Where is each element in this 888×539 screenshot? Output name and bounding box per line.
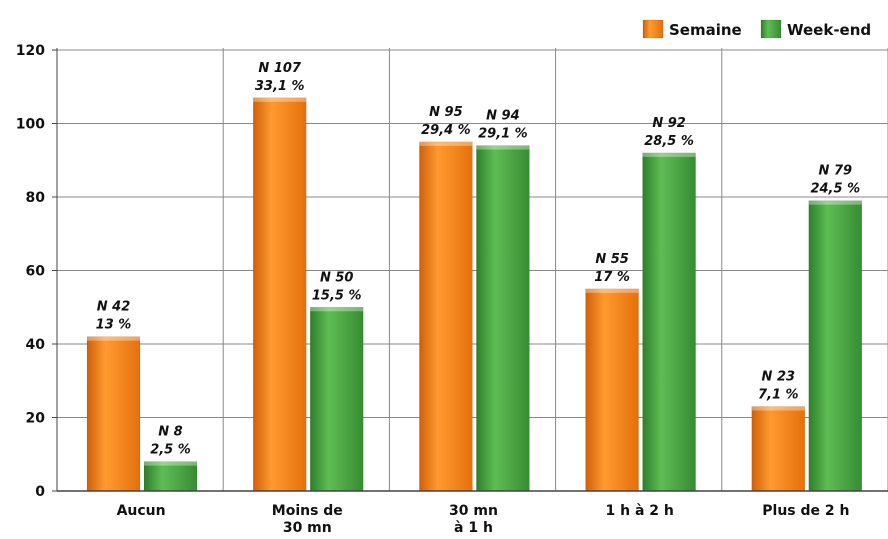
data-label-n: N 79 xyxy=(819,164,853,179)
data-label-pct: 28,5 % xyxy=(644,134,694,149)
y-tick-label: 40 xyxy=(26,337,46,353)
bar-week-end xyxy=(309,307,364,492)
data-label-pct: 29,1 % xyxy=(478,127,528,142)
y-tick-label: 0 xyxy=(35,484,45,500)
x-category-label: Plus de 2 h xyxy=(762,503,849,519)
data-label-n: N 92 xyxy=(652,116,686,131)
legend-label: Semaine xyxy=(669,21,742,39)
x-category-label: 1 h à 2 h xyxy=(606,503,674,519)
bar-highlight xyxy=(585,288,639,293)
x-category-label: Aucun xyxy=(117,503,166,519)
bar-week-end xyxy=(143,461,198,492)
data-label-n: N 50 xyxy=(320,270,354,285)
y-tick-label: 20 xyxy=(26,411,46,427)
data-label-n: N 95 xyxy=(429,105,463,120)
y-tick-label: 80 xyxy=(26,190,46,206)
y-tick-label: 60 xyxy=(26,264,46,280)
data-label-pct: 15,5 % xyxy=(312,288,362,303)
x-category-label: Moins de xyxy=(272,503,343,519)
bar-highlight xyxy=(642,152,696,157)
legend-swatch xyxy=(760,19,782,39)
legend: Semaine Week-end xyxy=(642,19,871,39)
data-label-n: N 94 xyxy=(486,109,520,124)
data-label-n: N 55 xyxy=(595,252,629,267)
data-label-n: N 23 xyxy=(762,369,796,384)
x-category-label: 30 mn xyxy=(283,520,332,535)
bar-week-end xyxy=(808,200,863,492)
y-tick-label: 100 xyxy=(16,117,45,133)
data-label-pct: 33,1 % xyxy=(255,79,305,94)
data-label-pct: 13 % xyxy=(96,318,132,333)
y-tick-label: 120 xyxy=(16,43,45,59)
x-category-label: à 1 h xyxy=(454,520,493,535)
bar-week-end xyxy=(476,145,530,492)
data-label-pct: 24,5 % xyxy=(810,182,860,197)
bar-highlight xyxy=(310,307,364,312)
bar-week-end xyxy=(642,152,696,492)
bar-highlight xyxy=(253,97,307,102)
bar-semaine xyxy=(751,406,806,492)
data-label-pct: 2,5 % xyxy=(150,443,191,458)
bar-semaine xyxy=(585,288,639,492)
data-label-pct: 17 % xyxy=(594,270,630,285)
bar-semaine xyxy=(86,336,141,492)
data-label-pct: 29,4 % xyxy=(421,123,471,138)
data-label-n: N 42 xyxy=(97,300,131,315)
legend-swatch xyxy=(642,19,664,39)
bar-highlight xyxy=(751,406,805,411)
bar-highlight xyxy=(144,461,197,466)
data-label-pct: 7,1 % xyxy=(758,387,799,402)
data-label-n: N 8 xyxy=(158,425,182,440)
bar-highlight xyxy=(87,336,140,341)
x-category-label: 30 mn xyxy=(449,503,498,519)
grid xyxy=(56,48,888,491)
legend-label: Week-end xyxy=(787,21,871,39)
data-label-n: N 107 xyxy=(258,61,301,76)
bar-semaine xyxy=(419,141,473,492)
data-labels: N 42 13 % N 107 33,1 % N 95 29,4 % N 55 17 % N 2… xyxy=(96,61,860,458)
bar-semaine xyxy=(252,97,307,492)
bars xyxy=(86,97,863,492)
bar-highlight xyxy=(476,145,530,150)
bar-highlight xyxy=(419,141,473,146)
bar-highlight xyxy=(808,200,862,205)
